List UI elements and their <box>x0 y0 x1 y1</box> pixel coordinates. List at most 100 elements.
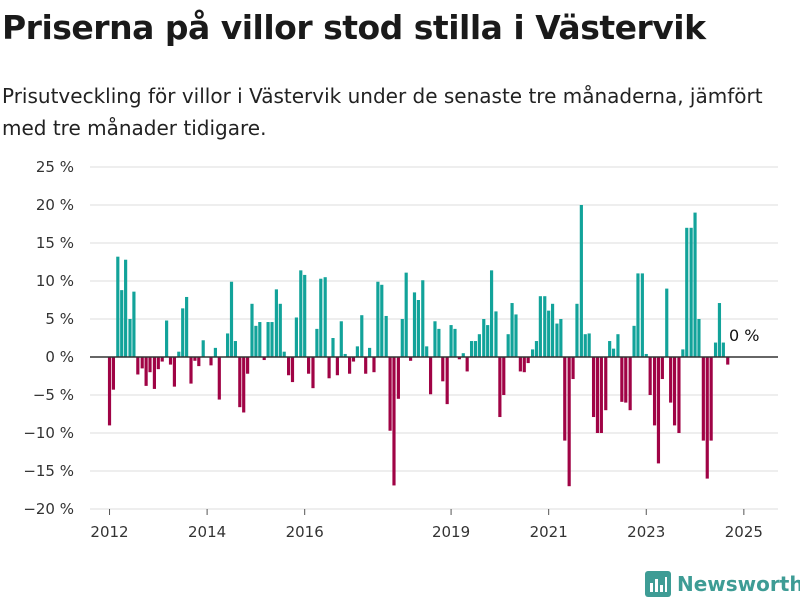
x-tick-label: 2023 <box>627 523 665 541</box>
bar <box>583 334 587 357</box>
bar <box>543 296 547 357</box>
bar <box>392 357 396 486</box>
brand-name: Newsworthy <box>677 572 800 596</box>
bar <box>339 321 343 357</box>
bar <box>165 320 169 357</box>
newsworthy-logo: Newsworthy <box>645 570 800 598</box>
bar <box>116 256 120 357</box>
bar <box>571 357 575 380</box>
bar <box>294 317 298 357</box>
bar <box>299 270 303 357</box>
bar <box>518 357 522 372</box>
bar <box>701 357 705 441</box>
bar <box>465 357 469 372</box>
y-tick-label: 5 % <box>45 310 74 328</box>
x-tick-label: 2019 <box>432 523 470 541</box>
bar <box>250 303 254 357</box>
bar <box>152 357 156 389</box>
bar <box>111 357 116 390</box>
bar <box>599 357 603 433</box>
bar <box>364 357 368 374</box>
bar <box>351 357 356 362</box>
bar <box>506 334 510 357</box>
bar <box>441 357 445 382</box>
bar <box>396 357 400 399</box>
bar <box>640 273 644 357</box>
axes: 25 % 20 % 15 % 10 % 5 % 0 % −5 % −10 % −15 % −20 … <box>23 158 778 541</box>
bar <box>514 314 518 357</box>
bar <box>168 357 173 365</box>
bar-chart-logo-icon <box>645 571 671 597</box>
bar <box>534 341 539 357</box>
bar <box>693 212 697 357</box>
bar <box>303 274 307 357</box>
bar <box>193 357 197 361</box>
bar <box>400 319 404 357</box>
bar <box>408 357 413 361</box>
bar <box>547 310 551 357</box>
bar <box>307 357 311 374</box>
bar <box>160 357 164 362</box>
y-tick-label: 10 % <box>36 272 74 290</box>
bar <box>156 357 160 370</box>
bar <box>144 357 148 386</box>
bar <box>348 357 352 374</box>
y-tick-label: 20 % <box>36 196 74 214</box>
bar <box>705 357 709 479</box>
bar <box>677 357 681 433</box>
bar <box>721 342 725 357</box>
bar <box>368 347 372 357</box>
bar <box>238 357 242 408</box>
bar <box>445 357 449 405</box>
y-tick-label: 0 % <box>45 348 74 366</box>
bar <box>685 227 689 357</box>
x-tick-label: 2016 <box>286 523 324 541</box>
bar <box>254 325 258 357</box>
bar <box>538 296 542 357</box>
bar <box>278 303 282 357</box>
bar <box>644 353 648 357</box>
bar <box>486 325 490 357</box>
y-tick-label: −5 % <box>33 386 74 404</box>
x-tick-label: 2014 <box>188 523 226 541</box>
bar <box>384 315 388 357</box>
bar <box>209 357 213 366</box>
bar <box>595 357 600 433</box>
bar <box>567 357 571 487</box>
bar <box>457 357 461 360</box>
bar <box>689 227 693 357</box>
bar <box>608 341 612 357</box>
bar <box>124 259 128 357</box>
bar <box>482 319 486 357</box>
bar <box>437 328 441 357</box>
bar <box>136 357 140 375</box>
bar <box>319 278 323 357</box>
bar <box>587 333 591 357</box>
bar <box>494 311 498 357</box>
bar <box>428 357 433 395</box>
chart-subtitle: Prisutveckling för villor i Västervik un… <box>2 84 763 140</box>
y-tick-label: −20 % <box>23 500 74 518</box>
x-tick-label: 2012 <box>90 523 128 541</box>
bar <box>477 334 481 357</box>
bar <box>555 323 559 357</box>
bar <box>181 308 185 357</box>
x-tick-label: 2021 <box>530 523 568 541</box>
bar <box>404 272 408 357</box>
bar <box>559 319 563 357</box>
bar <box>660 357 664 380</box>
bar <box>282 351 286 357</box>
bar <box>636 273 640 357</box>
bar <box>473 341 478 357</box>
bar <box>331 338 335 357</box>
bar <box>315 328 319 357</box>
bar <box>213 347 217 357</box>
bar <box>266 322 270 357</box>
bar <box>107 357 112 426</box>
bar <box>665 288 669 357</box>
bar <box>172 357 176 387</box>
bar <box>550 303 555 357</box>
bar <box>498 357 502 418</box>
bar <box>709 357 713 441</box>
bar <box>274 289 278 357</box>
